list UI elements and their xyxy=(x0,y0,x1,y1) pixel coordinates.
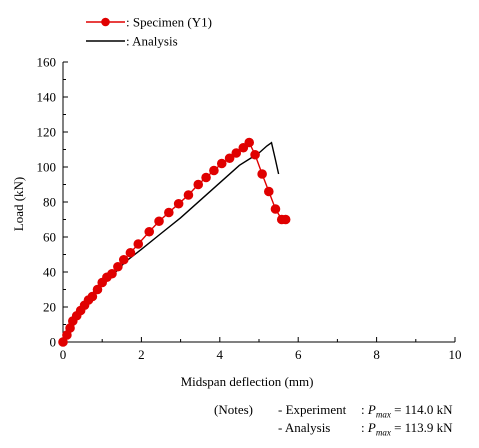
notes-row-analysis: - Analysis xyxy=(278,420,330,436)
data-point xyxy=(144,226,155,237)
y-tick-label: 40 xyxy=(43,265,56,280)
data-point xyxy=(164,207,174,218)
data-point xyxy=(238,142,249,153)
data-point xyxy=(183,190,194,200)
data-point xyxy=(107,268,117,279)
legend-item-analysis: : Analysis xyxy=(86,34,178,49)
y-tick-label: 120 xyxy=(37,125,57,140)
data-point xyxy=(231,148,242,158)
data-point xyxy=(250,149,260,160)
legend: : Specimen (Y1) : Analysis xyxy=(86,15,212,49)
legend-label: : Analysis xyxy=(126,34,178,49)
data-point xyxy=(244,137,254,148)
notes-sep: : xyxy=(361,420,368,435)
notes-label: (Notes) xyxy=(214,402,253,417)
data-point xyxy=(193,179,204,190)
data-point xyxy=(264,186,274,197)
series-line xyxy=(62,141,280,343)
x-axis-label: Midspan deflection (mm) xyxy=(181,374,314,389)
notes-row-analysis-value: : Pmax = 113.9 kN xyxy=(361,420,453,438)
y-tick-label: 100 xyxy=(37,160,57,175)
series-analysis xyxy=(62,141,280,343)
data-point xyxy=(270,204,281,214)
legend-label: : Specimen (Y1) xyxy=(126,15,212,30)
data-point xyxy=(118,254,129,265)
y-tick-label: 140 xyxy=(37,90,57,105)
notes-sep: : xyxy=(361,402,368,417)
x-tick-label: 4 xyxy=(217,347,224,362)
x-tick-label: 10 xyxy=(449,347,462,362)
data-point xyxy=(87,291,98,302)
series-line xyxy=(62,141,286,343)
series-specimen xyxy=(58,137,291,347)
data-point xyxy=(257,169,267,179)
x-tick-label: 6 xyxy=(295,347,302,362)
data-point xyxy=(125,247,136,258)
y-tick-label: 80 xyxy=(43,195,56,210)
y-tick-label: 60 xyxy=(43,230,56,245)
notes-row-experiment-value: : Pmax = 114.0 kN xyxy=(361,402,453,420)
data-point xyxy=(92,284,103,295)
data-point xyxy=(133,239,144,249)
x-tick-label: 0 xyxy=(60,347,67,362)
data-point xyxy=(280,214,291,225)
pmax-symbol: Pmax xyxy=(367,420,391,438)
notes-row-name: - Experiment xyxy=(278,402,347,417)
data-point xyxy=(173,198,184,209)
notes-row-experiment: - Experiment xyxy=(278,402,346,418)
data-point xyxy=(154,216,164,227)
notes-value: = 114.0 kN xyxy=(390,402,453,417)
y-tick-label: 20 xyxy=(43,300,56,315)
series-layer xyxy=(58,137,291,347)
data-point xyxy=(209,165,219,176)
notes-row-name: - Analysis xyxy=(278,420,331,435)
data-point xyxy=(201,172,211,183)
x-tick-label: 2 xyxy=(138,347,145,362)
y-tick-label: 0 xyxy=(50,335,57,350)
legend-marker xyxy=(101,17,110,27)
pmax-symbol: Pmax xyxy=(367,402,391,420)
legend-item-specimen: : Specimen (Y1) xyxy=(86,15,212,30)
y-axis-label: Load (kN) xyxy=(11,177,26,232)
y-tick-label: 160 xyxy=(37,55,57,70)
x-tick-label: 8 xyxy=(373,347,380,362)
data-point xyxy=(216,158,227,169)
notes-value: = 113.9 kN xyxy=(390,420,453,435)
data-point xyxy=(113,261,123,272)
data-point xyxy=(224,153,235,164)
